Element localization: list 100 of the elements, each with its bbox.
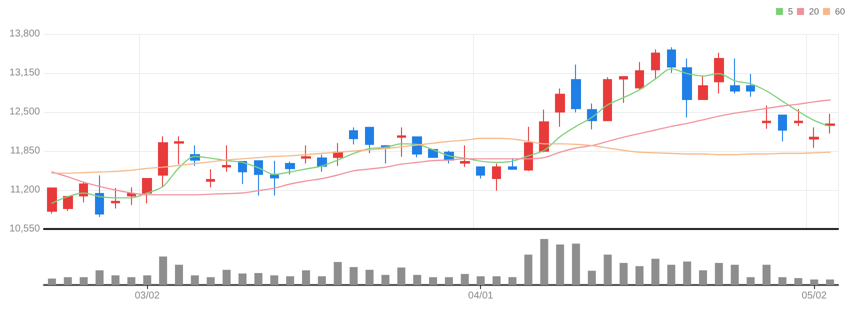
bar xyxy=(588,270,596,285)
candlestick xyxy=(571,64,581,113)
bar xyxy=(143,275,152,285)
bar xyxy=(318,276,326,285)
candlestick xyxy=(349,126,358,145)
candlestick xyxy=(603,76,612,122)
candlestick xyxy=(428,149,438,158)
bar xyxy=(778,277,786,285)
bar xyxy=(80,277,88,285)
candlestick xyxy=(301,144,311,164)
candlestick xyxy=(730,58,740,94)
bar xyxy=(254,273,262,285)
bar xyxy=(826,279,834,285)
bar xyxy=(111,275,120,285)
y-tick-label: 12,500 xyxy=(9,106,40,118)
bar xyxy=(476,276,485,285)
candlestick xyxy=(825,113,835,134)
candlestick xyxy=(762,105,771,130)
bar xyxy=(699,270,708,285)
bar xyxy=(127,277,136,285)
candlestick xyxy=(158,136,168,187)
bar xyxy=(460,274,469,285)
candlestick xyxy=(270,160,279,196)
candlestick xyxy=(397,126,406,158)
candlestick xyxy=(111,188,120,209)
candlestick xyxy=(317,154,327,172)
candlestick xyxy=(285,160,295,175)
candlestick xyxy=(539,109,549,153)
candlestick xyxy=(79,181,88,203)
bar xyxy=(350,267,358,285)
bar xyxy=(96,270,104,285)
legend-label: 5 xyxy=(788,6,793,16)
candlestick xyxy=(698,76,708,100)
candlestick xyxy=(174,136,184,165)
candlestick xyxy=(127,186,136,206)
bar xyxy=(222,270,231,285)
bar xyxy=(794,278,802,285)
x-tick-label: 04/01 xyxy=(468,290,494,302)
bar xyxy=(64,277,72,285)
bar xyxy=(270,275,278,285)
legend-label: 20 xyxy=(808,6,819,16)
bar xyxy=(48,278,56,285)
bar xyxy=(429,277,438,285)
bar xyxy=(366,270,374,285)
legend-label: 60 xyxy=(834,6,846,16)
bar xyxy=(683,262,692,285)
candlestick xyxy=(365,126,374,154)
candlestick xyxy=(95,174,104,218)
y-tick-label: 13,800 xyxy=(9,28,40,40)
candlestick xyxy=(555,88,565,128)
x-tick-label: 05/02 xyxy=(802,290,828,302)
bar xyxy=(286,276,294,285)
bar xyxy=(746,277,755,285)
candlestick xyxy=(47,188,57,214)
bar xyxy=(762,264,771,285)
bar xyxy=(190,275,199,285)
bar xyxy=(714,262,723,285)
bar xyxy=(604,254,612,285)
bar xyxy=(238,274,246,285)
candlestick xyxy=(682,58,692,118)
bar xyxy=(413,274,422,285)
bar xyxy=(651,258,660,285)
candlestick xyxy=(619,76,628,104)
line-series xyxy=(51,138,831,174)
candlestick xyxy=(492,162,501,192)
bar xyxy=(159,256,168,285)
bar xyxy=(381,274,390,285)
y-tick-label: 11,850 xyxy=(10,146,40,156)
candlestick xyxy=(746,73,755,98)
candlestick xyxy=(635,61,644,90)
candlestick xyxy=(254,160,263,196)
candlestick xyxy=(508,158,517,170)
x-tick-label: 03/02 xyxy=(134,290,160,302)
bar xyxy=(206,277,215,285)
candlestick xyxy=(794,108,803,127)
bar xyxy=(302,270,310,285)
bar xyxy=(556,244,564,285)
candlestick xyxy=(222,144,231,172)
bar xyxy=(174,264,183,285)
bar xyxy=(334,262,342,285)
candlestick xyxy=(809,126,819,148)
bar xyxy=(810,279,818,285)
candlestick xyxy=(142,178,152,204)
bar xyxy=(397,268,406,285)
bar xyxy=(620,262,628,285)
candlestick xyxy=(778,114,787,142)
bar xyxy=(492,276,501,285)
bar xyxy=(572,244,580,285)
bar xyxy=(524,254,532,285)
bar xyxy=(508,277,516,285)
bar xyxy=(540,239,548,285)
line-series xyxy=(51,68,831,204)
candlestick xyxy=(63,196,73,212)
bar xyxy=(667,264,676,285)
y-tick-label: 10,550 xyxy=(9,224,40,234)
bar xyxy=(444,277,453,285)
candlestick xyxy=(460,144,470,168)
candlestick xyxy=(651,48,660,80)
candlestick xyxy=(667,46,676,74)
candlestick xyxy=(714,52,724,94)
